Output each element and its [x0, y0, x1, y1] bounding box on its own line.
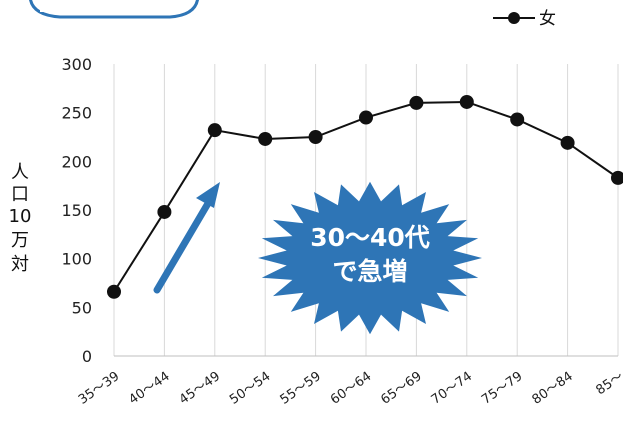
y-tick-label: 250 [61, 104, 92, 123]
y-axis-label: 人 口 10 万 対 [9, 162, 32, 275]
data-point [207, 123, 222, 138]
y-tick-label: 50 [72, 298, 92, 317]
x-tick-label: 50～54 [227, 369, 273, 408]
callout-line-2: で急増 [332, 257, 407, 286]
y-axis-label-line-5: 対 [11, 254, 29, 275]
series-line [107, 94, 623, 299]
badge-arc [29, 0, 199, 19]
y-axis-ticks: 0 50 100 150 200 250 300 [61, 55, 92, 366]
data-point [409, 95, 424, 110]
y-axis-label-line-4: 万 [11, 230, 29, 251]
data-point [510, 112, 525, 127]
x-tick-label: 45～49 [177, 369, 223, 408]
x-tick-label: 65～69 [378, 369, 424, 408]
legend-marker [508, 12, 520, 24]
callout-line-1: 30～40代 [310, 223, 430, 252]
x-axis-ticks: 35～39 40～44 45～49 50～54 55～59 60～64 65～69 70～74… [76, 369, 623, 408]
x-tick-label: 35～39 [76, 369, 122, 408]
x-tick-label: 70～74 [429, 369, 475, 408]
x-tick-label: 75～79 [479, 369, 525, 408]
legend-label: 女 [539, 9, 556, 29]
y-tick-label: 0 [82, 347, 92, 366]
data-point [611, 170, 623, 185]
x-tick-label: 80～84 [530, 369, 576, 408]
y-tick-label: 200 [61, 152, 92, 171]
data-point [359, 110, 373, 125]
y-axis-label-line-2: 口 [11, 184, 29, 205]
callout-burst: 30～40代 で急増 [258, 181, 482, 335]
y-axis-label-line-3: 10 [9, 206, 32, 227]
data-point [459, 94, 474, 109]
y-axis-label-line-1: 人 [11, 162, 29, 183]
y-tick-label: 300 [61, 55, 92, 74]
x-tick-label: 85～ [593, 369, 623, 398]
data-point [258, 131, 273, 146]
x-tick-label: 55～59 [278, 369, 324, 408]
badge-fill [40, 0, 180, 12]
y-tick-label: 100 [61, 250, 92, 269]
legend: 女 [493, 9, 556, 29]
x-tick-label: 40～44 [126, 369, 172, 408]
arrow-icon [153, 182, 220, 294]
data-point [107, 284, 121, 299]
data-point [157, 204, 172, 219]
x-tick-label: 60～64 [328, 369, 374, 408]
data-point [560, 135, 575, 150]
data-point [308, 130, 323, 144]
y-tick-label: 150 [61, 201, 92, 220]
